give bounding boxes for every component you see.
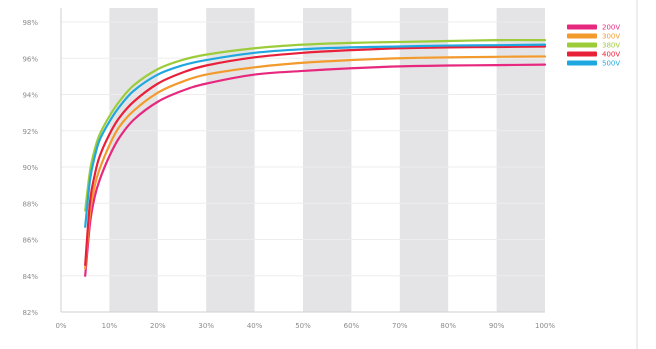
y-tick-label: 94% [22, 92, 38, 100]
shaded-bands [109, 8, 545, 312]
x-tick-label: 90% [489, 322, 505, 330]
legend-label: 400V [602, 51, 620, 59]
x-tick-label: 20% [150, 322, 166, 330]
y-tick-label: 88% [22, 200, 38, 208]
x-tick-label: 80% [440, 322, 456, 330]
y-tick-label: 96% [22, 55, 38, 63]
gridlines [61, 21, 545, 277]
series-line-400V [84, 45, 547, 266]
shaded-band-4 [496, 8, 545, 312]
x-tick-label: 30% [198, 322, 214, 330]
legend-swatch [567, 24, 597, 30]
y-tick-label: 84% [22, 273, 38, 281]
y-tick-label: 86% [22, 237, 38, 245]
x-tick-labels: 0% 10% 20% 30% 40% 50% 60% 70% 80% 90% 100% [55, 322, 555, 330]
shaded-band-3 [399, 8, 449, 312]
y-tick-label: 98% [22, 19, 38, 27]
shaded-band-0 [109, 8, 158, 312]
legend-label: 380V [602, 42, 620, 50]
axes [60, 8, 545, 313]
series-line-200V [84, 63, 547, 277]
legend-label: 200V [602, 24, 620, 32]
legend-swatch [567, 60, 597, 66]
y-tick-label: 90% [22, 164, 38, 172]
legend-label: 500V [602, 60, 620, 68]
legend-swatch [567, 33, 597, 39]
shaded-band-2 [303, 8, 352, 312]
series-line-500V [84, 43, 547, 228]
legend-swatch [567, 42, 597, 48]
series-line-300V [84, 55, 547, 270]
y-tick-label: 92% [22, 128, 38, 136]
panel-divider [636, 0, 638, 349]
x-tick-label: 70% [392, 322, 408, 330]
series-lines [84, 38, 547, 277]
x-tick-label: 60% [344, 322, 360, 330]
x-tick-label: 10% [102, 322, 118, 330]
x-tick-label: 100% [535, 322, 555, 330]
legend-swatch [567, 51, 597, 57]
x-tick-label: 40% [247, 322, 263, 330]
legend-label: 300V [602, 33, 620, 41]
y-tick-labels: 82% 84% 86% 88% 90% 92% 94% 96% 98% [22, 19, 38, 317]
series-line-380V [84, 38, 547, 212]
x-tick-label: 50% [295, 322, 311, 330]
y-tick-label: 82% [22, 309, 38, 317]
x-tick-label: 0% [55, 322, 66, 330]
